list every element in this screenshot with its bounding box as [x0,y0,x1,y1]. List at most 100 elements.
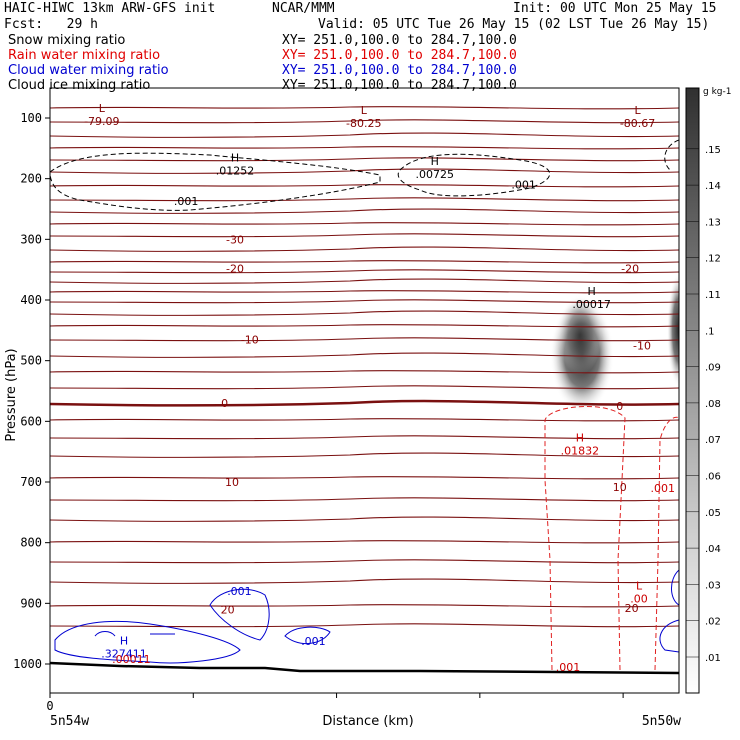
y-tick-label: 200 [20,172,42,186]
isotherm [50,310,679,316]
contour-label: .001 [650,482,675,495]
isotherm [50,146,679,150]
field-name: Snow mixing ratio [8,33,125,48]
isotherm [50,623,679,628]
isotherm [50,269,679,274]
field-name: Cloud ice mixing ratio [8,78,150,93]
contour-label: .00011 [112,653,151,666]
isotherm [50,337,679,342]
isotherm [50,119,679,124]
extremum-mark: H [588,285,596,298]
temperature-label: 20 [625,602,639,615]
extremum-mark: L [636,579,643,592]
isotherm [50,278,679,284]
extremum-value: -80.25 [346,117,381,130]
colorbar-label: .15 [705,145,721,156]
extremum-mark: H [120,635,128,648]
isotherm [50,370,679,374]
colorbar-label: .11 [705,290,721,301]
colorbar-label: .02 [705,617,721,628]
extremum-mark: L [361,104,368,117]
extremum-mark: L [634,104,641,117]
y-tick-label: 600 [20,414,42,428]
isotherm [50,497,679,502]
extremum-mark: H [231,152,239,165]
contour-label: .001 [227,585,252,598]
extremum-value: .327411 [101,648,147,661]
temperature-label: -10 [633,340,651,353]
colorbar-label: .14 [705,181,721,192]
isotherm [50,157,679,162]
forecast-hour: Fcst: 29 h [4,17,98,32]
temperature-label: -20 [226,262,244,275]
x-axis: 0 [46,693,624,713]
y-tick-label: 1000 [13,657,42,671]
extremum-mark: H [576,431,584,444]
field-xy: XY= 251.0,100.0 to 284.7,100.0 [282,63,517,78]
isotherm [50,324,679,328]
x-tick-label: 0 [46,699,53,713]
contour-label: .001 [301,635,326,648]
x-end-label: 5n50w [642,714,681,729]
isotherm [50,197,679,202]
colorbar-label: .09 [705,363,721,374]
extremum-value: .00017 [572,298,611,311]
extremum-mark: L [99,102,106,115]
field-name: Rain water mixing ratio [8,48,160,63]
y-tick-label: 300 [20,232,42,246]
colorbar-label: .08 [705,399,721,410]
isotherm [50,222,679,226]
isotherm [50,132,679,138]
snow-contours [50,139,679,211]
isotherm [50,578,679,584]
terrain-line [50,661,679,675]
colorbar-label: .01 [705,653,721,664]
y-tick-label: 500 [20,354,42,368]
isotherm [50,604,679,608]
x-axis-label: Distance (km) [322,714,413,729]
isotherm [50,290,679,294]
temperature-contours [50,106,679,628]
extremum-mark: H [431,155,439,168]
isotherm [50,106,679,110]
colorbar-label: .1 [705,326,715,337]
y-axis-label: Pressure (hPa) [4,348,19,441]
colorbar-label: .03 [705,580,721,591]
temperature-label: 0 [221,397,228,410]
temperature-label: -30 [226,233,244,246]
isotherm [50,399,679,407]
colorbar-label: .13 [705,217,721,228]
extremum-value: -80.67 [620,117,655,130]
y-tick-label: 400 [20,293,42,307]
extremum-value: .00 [630,592,648,605]
isotherm [50,435,679,440]
isotherm [50,559,679,564]
plot-frame [49,87,680,694]
extremum-value: .01252 [216,165,255,178]
temperature-label: -20 [621,262,639,275]
field-xy: XY= 251.0,100.0 to 284.7,100.0 [282,33,517,48]
isotherm [50,299,679,304]
isotherm [50,476,679,480]
isotherm [50,540,679,544]
contour-label: .001 [174,195,199,208]
isotherm [50,516,679,522]
colorbar-label: .05 [705,508,721,519]
isotherm [50,260,679,264]
colorbar: .01 .02 .03 .04 .05 .06 .07 .08 .09 .1 .11 .12 .13 .1… [685,87,721,694]
org-label: NCAR/MMM [272,1,335,16]
temperature-label: 10 [613,481,627,494]
isotherm [50,385,679,390]
isotherm [50,233,679,238]
isotherm [50,246,679,252]
y-tick-label: 800 [20,536,42,550]
cloud-water-contours [54,569,679,664]
temperature-label: 10 [225,476,239,489]
cloud-ice-shading [550,272,679,413]
colorbar-label: .04 [705,544,721,555]
colorbar-unit: g kg-1 [703,87,731,97]
temperature-label: 20 [221,603,235,616]
y-tick-label: 100 [20,111,42,125]
colorbar-label: .07 [705,435,721,446]
